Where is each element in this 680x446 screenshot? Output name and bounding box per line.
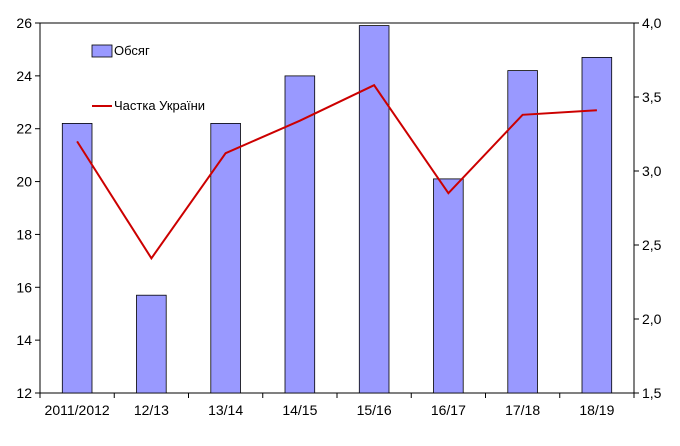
y-right-tick-label-3: 3,0	[642, 163, 662, 179]
x-tick-label-3: 14/15	[282, 402, 317, 418]
x-tick-label-1: 12/13	[134, 402, 169, 418]
y-left-tick-label-0: 12	[16, 385, 32, 401]
x-tick-label-0: 2011/2012	[45, 402, 110, 418]
x-tick-label-7: 18/19	[579, 402, 614, 418]
y-right-tick-label-4: 3,5	[642, 89, 662, 105]
legend: Обсяг Частка України	[91, 43, 205, 113]
bar-0	[61, 123, 93, 394]
y-left-tick-label-5: 22	[16, 121, 32, 137]
bar-3	[284, 75, 316, 394]
y-right-tick-label-1: 2,0	[642, 311, 662, 327]
y-left-tick-label-6: 24	[16, 68, 32, 84]
line-series	[76, 83, 597, 261]
x-tick-label-4: 15/16	[357, 402, 392, 418]
bar-5	[433, 178, 464, 394]
x-tick-label-5: 16/17	[431, 402, 466, 418]
axes: 12 14 16 18 20 22 24 26 1,5 2,0 2,5 3,0 3,5 4,0 2011/2…	[16, 15, 661, 418]
y-left-tick-label-1: 14	[16, 332, 32, 348]
y-right-tick-label-5: 4,0	[642, 15, 662, 31]
y-left-tick-label-4: 20	[16, 174, 32, 190]
legend-label-obsiah: Обсяг	[114, 43, 150, 58]
bar-6	[507, 70, 538, 394]
bar-1	[136, 294, 167, 394]
y-right-tick-label-0: 1,5	[642, 385, 662, 401]
y-left-tick-label-2: 16	[16, 279, 32, 295]
line-path	[76, 83, 597, 261]
bar-7	[581, 57, 613, 394]
x-tick-label-6: 17/18	[505, 402, 540, 418]
bar-series	[61, 25, 613, 394]
y-right-tick-label-2: 2,5	[642, 237, 662, 253]
x-tick-label-2: 13/14	[208, 402, 243, 418]
plot-area	[39, 22, 635, 394]
y-left-tick-label-3: 18	[16, 226, 32, 242]
y-left-tick-label-7: 26	[16, 15, 32, 31]
legend-label-chastka: Частка України	[114, 98, 205, 113]
bar-4	[358, 25, 390, 394]
legend-swatch-obsiah	[91, 44, 113, 58]
bar-2	[210, 123, 241, 394]
